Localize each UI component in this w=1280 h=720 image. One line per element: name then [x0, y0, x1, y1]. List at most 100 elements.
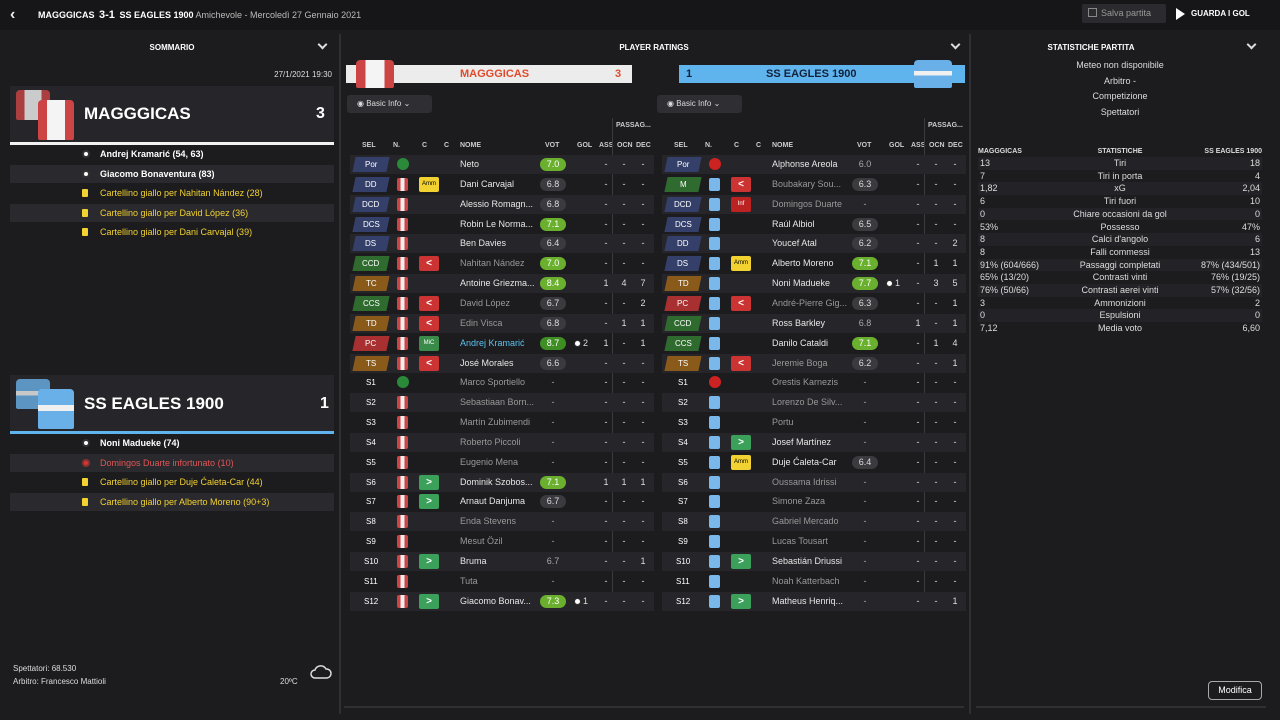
- player-name[interactable]: Neto: [460, 159, 480, 169]
- player-row[interactable]: DCS Robin Le Norma... 7.1 - - -: [350, 215, 654, 234]
- player-name[interactable]: Simone Zaza: [772, 496, 826, 507]
- column-header-n[interactable]: N.: [705, 142, 712, 149]
- save-match-button[interactable]: Salva partita: [1082, 4, 1166, 23]
- player-row[interactable]: S2 Lorenzo De Silv... - - - -: [662, 393, 966, 413]
- player-row[interactable]: S6 Oussama Idrissi - - - -: [662, 472, 966, 492]
- player-name[interactable]: Youcef Atal: [772, 238, 817, 249]
- column-header-sel[interactable]: SEL: [674, 142, 688, 149]
- away-filter-dropdown[interactable]: ◉ Basic Info ⌄: [657, 95, 742, 113]
- player-name[interactable]: Nahitan Nández: [460, 258, 525, 269]
- player-name[interactable]: Portu: [772, 417, 794, 428]
- player-name[interactable]: Enda Stevens: [460, 516, 517, 527]
- player-row[interactable]: S1 Marco Sportiello - - - -: [350, 373, 654, 392]
- player-row[interactable]: PC < André-Pierre Gig... 6.3 - - 1: [662, 294, 966, 313]
- player-row[interactable]: S3 Martín Zubimendi - - - -: [350, 413, 654, 432]
- player-row[interactable]: S4 Roberto Piccoli - - - -: [350, 432, 654, 452]
- player-name[interactable]: Ross Barkley: [772, 317, 826, 328]
- player-row[interactable]: Por Neto 7.0 - - -: [350, 155, 654, 174]
- player-row[interactable]: DCS Raúl Albiol 6.5 - - -: [662, 215, 966, 234]
- player-row[interactable]: S11 Tuta - - - -: [350, 572, 654, 591]
- player-row[interactable]: TS < Jeremie Boga 6.2 - - 1: [662, 353, 966, 373]
- player-row[interactable]: TD Noni Madueke 7.7 1 - 3 5: [662, 274, 966, 294]
- modify-button[interactable]: Modifica: [1208, 681, 1262, 700]
- column-header-dec[interactable]: DEC: [636, 142, 651, 149]
- column-header-ass[interactable]: ASS: [911, 142, 926, 149]
- player-name[interactable]: Raúl Albiol: [772, 218, 815, 229]
- player-name[interactable]: Oussama Idrissi: [772, 476, 837, 487]
- player-name[interactable]: Lorenzo De Silv...: [772, 397, 843, 408]
- player-row[interactable]: DS Ben Davies 6.4 - - -: [350, 234, 654, 254]
- column-header-vot[interactable]: VOT: [857, 142, 872, 149]
- column-header-ocn[interactable]: OCN: [929, 142, 945, 149]
- player-name[interactable]: Dominik Szobos...: [460, 476, 533, 487]
- player-name[interactable]: Alessio Romagn...: [460, 198, 534, 209]
- column-header-name[interactable]: NOME: [460, 142, 481, 149]
- player-name[interactable]: Lucas Tousart: [772, 536, 828, 547]
- player-row[interactable]: CCS < David López 6.7 - - 2: [350, 294, 654, 313]
- player-row[interactable]: S4 > Josef Martínez - - - -: [662, 432, 966, 452]
- player-name[interactable]: Sebastiaan Born...: [460, 397, 535, 408]
- player-row[interactable]: S8 Enda Stevens - - - -: [350, 512, 654, 532]
- player-row[interactable]: S11 Noah Katterbach - - - -: [662, 572, 966, 591]
- player-row[interactable]: S5 Eugenio Mena - - - -: [350, 453, 654, 472]
- player-row[interactable]: S12 > Matheus Henriq... - - - 1: [662, 591, 966, 611]
- chevron-down-icon[interactable]: [1246, 39, 1257, 50]
- player-name[interactable]: Edin Visca: [460, 317, 503, 328]
- player-name[interactable]: André-Pierre Gig...: [772, 297, 848, 308]
- player-name[interactable]: Dani Carvajal: [460, 178, 515, 189]
- player-row[interactable]: S10 > Sebastián Driussi - - - -: [662, 552, 966, 571]
- player-row[interactable]: S9 Mesut Özil - - - -: [350, 532, 654, 551]
- column-header-passag[interactable]: PASSAG...: [616, 122, 651, 129]
- player-name[interactable]: Duje Ćaleta-Car: [772, 456, 837, 467]
- column-header-c1[interactable]: C: [422, 142, 428, 149]
- column-header-vot[interactable]: VOT: [545, 142, 560, 149]
- player-name[interactable]: Eugenio Mena: [460, 456, 519, 467]
- player-name[interactable]: Jeremie Boga: [772, 357, 828, 368]
- player-name[interactable]: Sebastián Driussi: [772, 556, 843, 566]
- column-header-c2[interactable]: C: [756, 142, 762, 149]
- player-row[interactable]: S6 > Dominik Szobos... 7.1 1 1 1: [350, 472, 654, 492]
- player-row[interactable]: S10 > Bruma 6.7 - - 1: [350, 552, 654, 571]
- player-row[interactable]: S7 Simone Zaza - - - -: [662, 492, 966, 511]
- player-name[interactable]: Matheus Henriq...: [772, 595, 844, 606]
- player-row[interactable]: M < Boubakary Sou... 6.3 - - -: [662, 175, 966, 194]
- player-row[interactable]: TS < José Morales 6.6 - - -: [350, 353, 654, 373]
- player-name[interactable]: Tuta: [460, 575, 478, 586]
- player-row[interactable]: DCD Inf Domingos Duarte - - - -: [662, 194, 966, 214]
- player-name[interactable]: Robin Le Norma...: [460, 218, 534, 229]
- player-row[interactable]: TC Antoine Griezma... 8.4 1 4 7: [350, 274, 654, 294]
- player-name[interactable]: Noni Madueke: [772, 278, 831, 289]
- player-name[interactable]: Josef Martínez: [772, 436, 832, 447]
- player-name[interactable]: Giacomo Bonav...: [460, 595, 531, 606]
- player-name[interactable]: José Morales: [460, 357, 514, 368]
- column-header-sel[interactable]: SEL: [362, 142, 376, 149]
- player-row[interactable]: S3 Portu - - - -: [662, 413, 966, 432]
- player-row[interactable]: S1 Orestis Karnezis - - - -: [662, 373, 966, 392]
- column-header-name[interactable]: NOME: [772, 142, 793, 149]
- player-name[interactable]: Danilo Cataldi: [772, 337, 829, 348]
- player-row[interactable]: PC MiC Andrej Kramarić 8.7 2 1 - 1: [350, 334, 654, 353]
- player-row[interactable]: S9 Lucas Tousart - - - -: [662, 532, 966, 551]
- player-row[interactable]: DCD Alessio Romagn... 6.8 - - -: [350, 194, 654, 214]
- player-name[interactable]: Noah Katterbach: [772, 575, 840, 586]
- player-name[interactable]: Domingos Duarte: [772, 198, 843, 209]
- player-name[interactable]: Bruma: [460, 556, 487, 566]
- column-header-c1[interactable]: C: [734, 142, 740, 149]
- player-name[interactable]: Gabriel Mercado: [772, 516, 839, 527]
- column-header-n[interactable]: N.: [393, 142, 400, 149]
- player-row[interactable]: S8 Gabriel Mercado - - - -: [662, 512, 966, 532]
- player-name[interactable]: Ben Davies: [460, 238, 507, 249]
- player-row[interactable]: DS Amm Alberto Moreno 7.1 - 1 1: [662, 254, 966, 273]
- column-header-ass[interactable]: ASS: [599, 142, 614, 149]
- player-name[interactable]: Martín Zubimendi: [460, 417, 531, 428]
- column-header-gol[interactable]: GOL: [889, 142, 905, 149]
- back-arrow-icon[interactable]: ‹: [10, 6, 16, 23]
- watch-goals-button[interactable]: GUARDA I GOL: [1176, 8, 1250, 20]
- player-row[interactable]: CCD < Nahitan Nández 7.0 - - -: [350, 254, 654, 273]
- player-name[interactable]: Boubakary Sou...: [772, 178, 842, 189]
- player-name[interactable]: David López: [460, 297, 511, 308]
- player-name[interactable]: Arnaut Danjuma: [460, 496, 526, 507]
- player-row[interactable]: CCD Ross Barkley 6.8 1 - 1: [662, 313, 966, 333]
- player-name[interactable]: Alberto Moreno: [772, 258, 834, 269]
- player-row[interactable]: S7 > Arnaut Danjuma 6.7 - - -: [350, 492, 654, 511]
